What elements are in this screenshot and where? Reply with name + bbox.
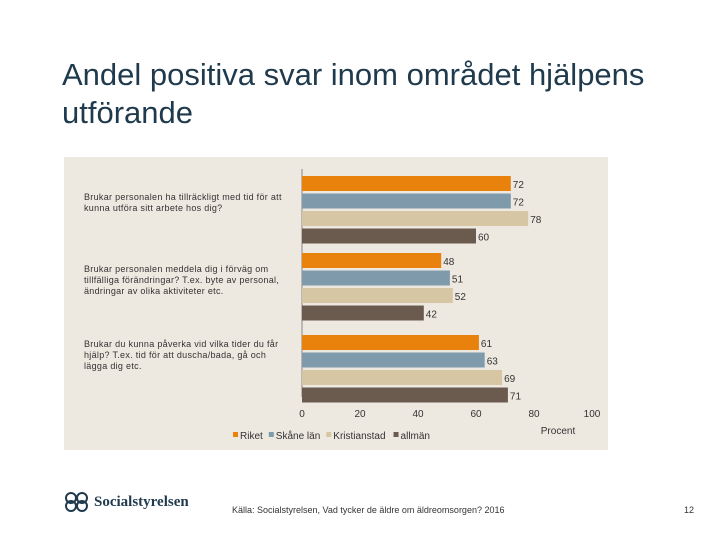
bar-1-allmän xyxy=(302,228,476,244)
value-label-3-3: 69 xyxy=(504,374,516,385)
logo-emblem-icon xyxy=(65,492,88,512)
category-label-3: Brukar du kunna påverka vid vilka tider … xyxy=(84,339,279,371)
legend-swatch-riket xyxy=(233,432,238,437)
value-label-2-1: 48 xyxy=(443,257,455,268)
slide-title: Andel positiva svar inom området hjälpen… xyxy=(62,57,645,130)
legend-swatch-skåne-län xyxy=(268,432,274,437)
legend-label-kristianstad: Kristianstad xyxy=(333,431,385,442)
bar-1-riket xyxy=(302,176,511,191)
bar-2-riket xyxy=(302,253,442,268)
bar-chart: 72 72 78 60 48 51 52 42 61 63 69 71 0 20 40 60 80 100 Proc… xyxy=(233,169,601,442)
legend-swatch-kristianstad xyxy=(326,432,332,437)
legend-label-skåne-län: Skåne län xyxy=(276,430,320,442)
bar-2-kristianstad xyxy=(302,288,453,303)
bar-2-allmän xyxy=(302,305,424,321)
legend-swatch-allmän xyxy=(393,432,399,437)
bar-3-kristianstad xyxy=(302,370,503,385)
x-tick-label-0: 0 xyxy=(299,409,305,420)
value-label-1-2: 72 xyxy=(513,198,525,209)
logo-text: Socialstyrelsen xyxy=(94,493,189,510)
bar-3-riket xyxy=(302,335,479,350)
value-label-3-4: 71 xyxy=(510,392,522,403)
bar-3-allmän xyxy=(302,387,508,403)
bar-1-kristianstad xyxy=(302,211,529,226)
value-label-1-4: 60 xyxy=(478,233,490,244)
x-tick-label-40: 40 xyxy=(412,409,424,420)
x-tick-label-80: 80 xyxy=(528,409,540,420)
value-label-2-4: 42 xyxy=(426,310,438,321)
legend-label-allmän: allmän xyxy=(401,431,430,442)
x-tick-label-100: 100 xyxy=(584,409,601,420)
value-label-3-2: 63 xyxy=(487,357,499,368)
legend-label-riket: Riket xyxy=(240,431,263,442)
category-label-2: Brukar personalen meddela dig i förväg o… xyxy=(84,264,280,296)
value-label-2-2: 51 xyxy=(452,275,464,286)
bar-3-skåne-län xyxy=(302,352,485,368)
category-label-1: Brukar personalen ha tillräckligt med ti… xyxy=(84,192,282,213)
value-label-2-3: 52 xyxy=(455,292,467,303)
socialstyrelsen-logo: Socialstyrelsen xyxy=(64,489,189,515)
page-number: 12 xyxy=(684,505,695,515)
x-axis-label: Procent xyxy=(541,426,576,437)
x-tick-label-20: 20 xyxy=(354,409,366,420)
value-label-1-3: 78 xyxy=(530,215,542,226)
value-label-3-1: 61 xyxy=(481,339,493,350)
value-label-1-1: 72 xyxy=(513,180,525,191)
bar-1-skåne-län xyxy=(302,193,511,209)
bar-2-skåne-län xyxy=(302,270,450,286)
chart-panel: Brukar personalen ha tillräckligt med ti… xyxy=(64,157,608,450)
source-note: Källa: Socialstyrelsen, Vad tycker de äl… xyxy=(232,505,505,515)
x-tick-label-60: 60 xyxy=(470,409,482,420)
